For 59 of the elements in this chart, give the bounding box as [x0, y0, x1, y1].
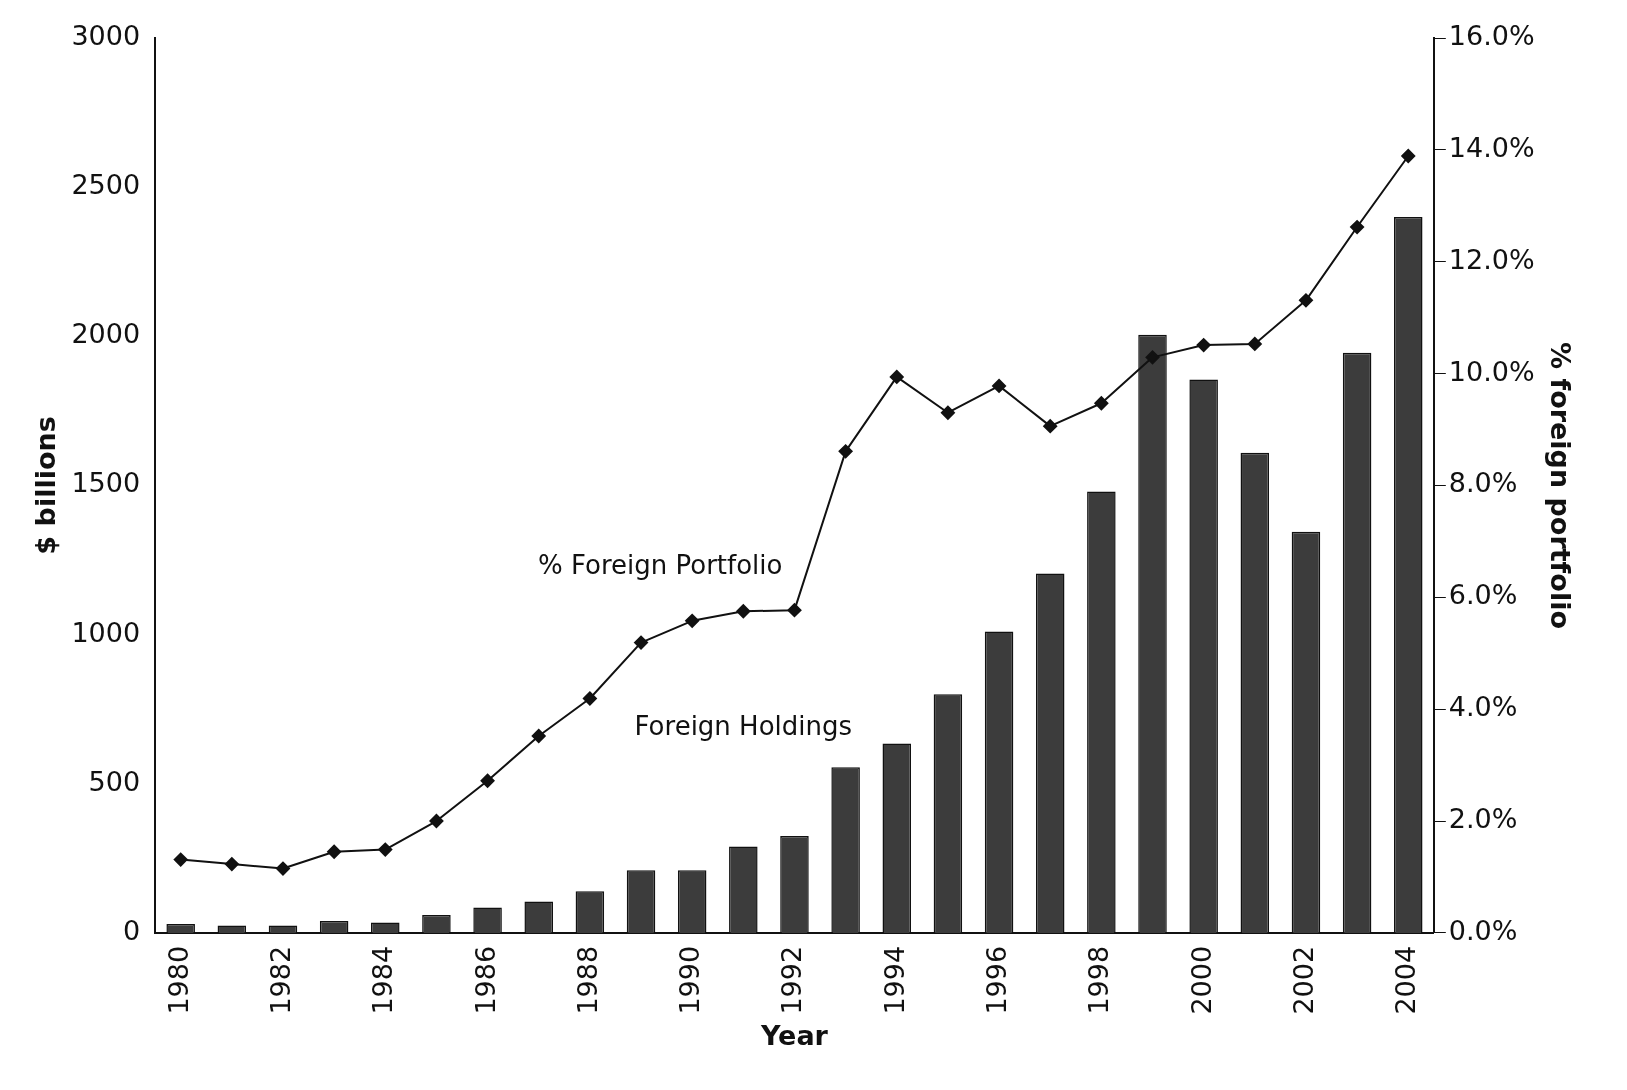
y2-tick-label: 0.0% [1448, 914, 1518, 946]
x-tick-label: 2002 [1287, 945, 1319, 1015]
x-axis-title: Year [760, 1019, 829, 1051]
point [429, 814, 444, 829]
point [634, 635, 649, 650]
point [889, 369, 904, 384]
y2-tick-label: 4.0% [1448, 691, 1518, 723]
y-tick-label: 500 [88, 765, 141, 797]
point [787, 603, 802, 618]
point [275, 861, 290, 876]
point [531, 729, 546, 744]
series-label: % Foreign Portfolio [538, 549, 783, 580]
x-tick-label: 1996 [981, 945, 1013, 1015]
point [224, 857, 239, 872]
point [1247, 336, 1262, 351]
y2-tick-label: 16.0% [1448, 20, 1535, 52]
y2-tick-label: 12.0% [1448, 243, 1535, 275]
x-tick-label: 1992 [776, 945, 808, 1015]
x-tick-label: 2000 [1185, 945, 1217, 1015]
y2-tick-label: 10.0% [1448, 355, 1535, 387]
y-tick-label: 2000 [71, 318, 141, 350]
x-tick-label: 1994 [878, 945, 910, 1015]
y-tick-label: 3000 [71, 20, 141, 52]
x-tick-label: 1998 [1083, 945, 1115, 1015]
x-tick-label: 1988 [571, 945, 603, 1015]
point [1094, 396, 1109, 411]
series-label: Foreign Holdings [634, 710, 853, 741]
point [582, 691, 597, 706]
y2-tick-label: 2.0% [1448, 803, 1518, 835]
point [992, 378, 1007, 393]
y2-tick-label: 8.0% [1448, 467, 1518, 499]
point [1043, 419, 1058, 434]
point [378, 842, 393, 857]
y2-tick-label: 14.0% [1448, 131, 1535, 163]
x-tick-label: 1984 [367, 945, 399, 1015]
point [940, 405, 955, 420]
x-tick-label: 1980 [162, 945, 194, 1015]
y-tick-label: 0 [122, 914, 141, 946]
y-axis-title: $ billions [30, 416, 62, 555]
point [480, 773, 495, 788]
x-tick-label: 2004 [1390, 945, 1422, 1015]
point [685, 613, 700, 628]
point [1350, 220, 1365, 235]
point [1298, 293, 1313, 308]
point [327, 844, 342, 859]
point [1401, 149, 1416, 164]
x-tick-label: 1990 [674, 945, 706, 1015]
x-tick-label: 1982 [265, 945, 296, 1015]
y2-axis-title: % foreign portfolio [1544, 341, 1576, 629]
y-tick-label: 2500 [71, 169, 141, 201]
y-tick-label: 1000 [71, 616, 141, 648]
point [838, 444, 853, 459]
point [736, 604, 751, 619]
point [1145, 350, 1160, 365]
x-tick-label: 1986 [469, 945, 501, 1015]
y-tick-label: 1500 [71, 467, 141, 499]
point [1196, 338, 1211, 353]
y2-tick-label: 6.0% [1448, 579, 1518, 611]
point [173, 852, 188, 867]
